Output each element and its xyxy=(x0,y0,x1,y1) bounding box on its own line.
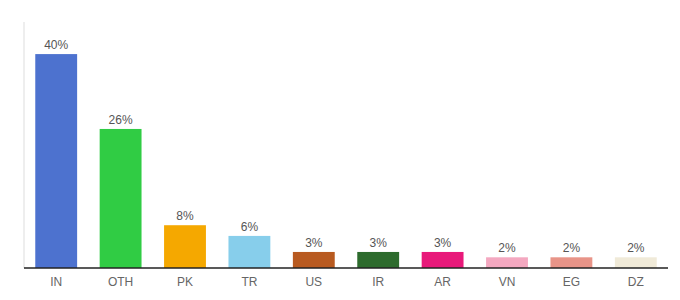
bars xyxy=(35,54,656,268)
data-label: 2% xyxy=(627,241,645,255)
data-labels: 40% 26% 8% 6% 3% 3% 3% 2% 2% 2% xyxy=(44,38,645,255)
bar xyxy=(422,252,464,268)
data-label: 3% xyxy=(370,236,388,250)
data-label: 6% xyxy=(241,220,259,234)
data-label: 2% xyxy=(498,241,516,255)
x-tick-labels: IN OTH PK TR US IR AR VN EG DZ xyxy=(50,275,644,289)
x-tick-label: AR xyxy=(434,275,451,289)
bar xyxy=(550,257,592,268)
bar xyxy=(293,252,335,268)
x-tick-label: US xyxy=(305,275,322,289)
bar xyxy=(615,257,657,268)
data-label: 40% xyxy=(44,38,68,52)
x-axis-line xyxy=(24,267,668,269)
bar xyxy=(486,257,528,268)
y-axis-line xyxy=(24,22,25,268)
bar xyxy=(357,252,399,268)
x-tick-label: DZ xyxy=(628,275,644,289)
bar xyxy=(100,129,142,268)
x-tick-label: IN xyxy=(50,275,62,289)
bar xyxy=(164,225,206,268)
chart-container: 40% 26% 8% 6% 3% 3% 3% 2% 2% 2% IN OTH PK TR US IR AR VN E… xyxy=(0,0,680,300)
data-label: 3% xyxy=(434,236,452,250)
x-tick-label: IR xyxy=(372,275,384,289)
x-tick-label: OTH xyxy=(108,275,133,289)
data-label: 3% xyxy=(305,236,323,250)
x-tick-label: PK xyxy=(177,275,193,289)
data-label: 8% xyxy=(176,209,194,223)
x-tick-label: VN xyxy=(499,275,516,289)
chart: 40% 26% 8% 6% 3% 3% 3% 2% 2% 2% IN OTH PK TR US IR AR VN E… xyxy=(0,0,680,300)
data-label: 26% xyxy=(109,113,133,127)
bar xyxy=(228,236,270,268)
x-tick-label: TR xyxy=(241,275,257,289)
x-tick-label: EG xyxy=(563,275,580,289)
data-label: 2% xyxy=(563,241,581,255)
bar xyxy=(35,54,77,268)
